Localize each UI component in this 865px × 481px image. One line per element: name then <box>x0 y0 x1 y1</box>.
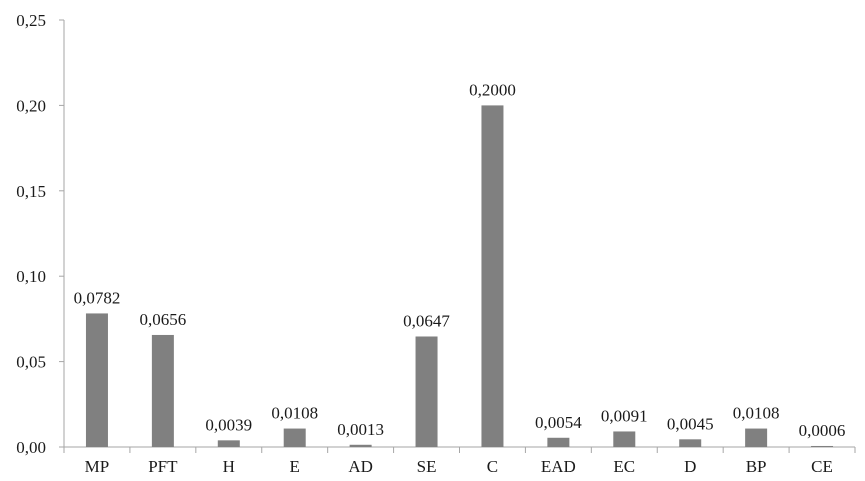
data-label-d: 0,0045 <box>667 414 714 433</box>
bar-ad <box>349 444 372 447</box>
y-tick-label: 0,25 <box>16 11 46 30</box>
data-label-ad: 0,0013 <box>337 420 384 439</box>
bar-pft <box>151 334 174 447</box>
data-label-bp: 0,0108 <box>733 404 780 423</box>
x-category-label-e: E <box>290 457 300 476</box>
chart-axes <box>63 20 856 453</box>
data-label-ce: 0,0006 <box>799 421 846 440</box>
x-category-label-bp: BP <box>746 457 767 476</box>
bar-d <box>679 439 702 447</box>
data-label-mp: 0,0782 <box>74 288 121 307</box>
bar-e <box>283 428 306 447</box>
y-tick-label: 0,10 <box>16 267 46 286</box>
x-category-label-c: C <box>487 457 498 476</box>
x-category-label-ce: CE <box>811 457 833 476</box>
bar-c <box>481 105 504 448</box>
x-category-label-ad: AD <box>348 457 373 476</box>
x-category-label-ead: EAD <box>541 457 576 476</box>
x-category-label-h: H <box>223 457 235 476</box>
x-category-label-se: SE <box>417 457 437 476</box>
bar-series <box>85 105 834 448</box>
data-labels: 0,0782 0,0656 0,0039 0,0108 0,0013 0,0647 0,20… <box>74 80 846 440</box>
x-category-label-pft: PFT <box>148 457 178 476</box>
data-label-c: 0,2000 <box>469 80 516 99</box>
bar-ec <box>613 431 636 447</box>
y-tick-label: 0,15 <box>16 182 46 201</box>
bar-se <box>415 336 438 447</box>
bar-bp <box>745 428 768 447</box>
data-label-se: 0,0647 <box>403 311 450 330</box>
y-axis-ticks: 0,00 0,05 0,10 0,15 0,20 0,25 <box>16 11 64 457</box>
bar-mp <box>85 313 108 447</box>
x-category-label-mp: MP <box>85 457 110 476</box>
y-tick-label: 0,00 <box>16 438 46 457</box>
data-label-ec: 0,0091 <box>601 406 648 425</box>
data-label-ead: 0,0054 <box>535 413 582 432</box>
bar-ead <box>547 437 570 447</box>
x-category-label-ec: EC <box>613 457 635 476</box>
data-label-e: 0,0108 <box>271 404 318 423</box>
bar-ce <box>811 445 834 447</box>
data-label-h: 0,0039 <box>205 415 252 434</box>
data-label-pft: 0,0656 <box>140 310 187 329</box>
y-tick-label: 0,20 <box>16 96 46 115</box>
bar-h <box>217 440 240 447</box>
x-axis-categories: MP PFT H E AD SE C EAD EC D BP CE <box>85 457 833 476</box>
x-category-label-d: D <box>684 457 696 476</box>
y-tick-label: 0,05 <box>16 353 46 372</box>
